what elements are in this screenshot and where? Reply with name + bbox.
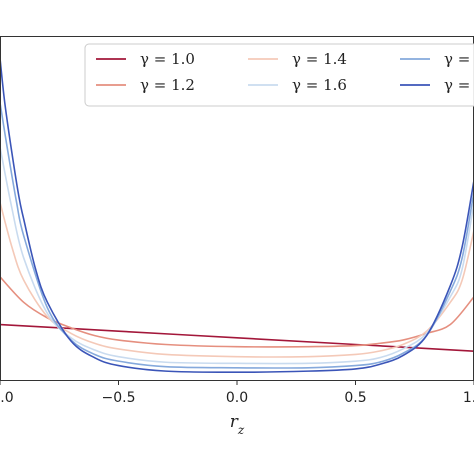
- x-axis-label-main: r: [230, 412, 239, 432]
- x-tick-label: 0.5: [344, 390, 366, 406]
- x-axis-label-subscript: z: [237, 423, 245, 437]
- legend-label: γ = 1.6: [292, 76, 347, 94]
- x-tick-label: -1.0: [0, 390, 14, 406]
- x-axis-ticks: -1.0 −0.5 0.0 0.5 1.0: [0, 380, 474, 406]
- legend-label: γ = 2.0: [444, 76, 474, 94]
- legend-label: γ = 1.0: [140, 50, 195, 68]
- legend-box: [84, 43, 474, 107]
- x-tick-label: 0.0: [226, 390, 248, 406]
- legend-label: γ = 1.8: [444, 50, 474, 68]
- series-line-2: [0, 202, 474, 358]
- x-tick-label: 1.0: [463, 390, 474, 406]
- x-tick-label: −0.5: [102, 390, 136, 406]
- legend-label: γ = 1.4: [292, 50, 347, 68]
- series-lines: [0, 58, 474, 374]
- legend-label: γ = 1.2: [140, 76, 195, 94]
- series-line-5: [0, 58, 474, 374]
- series-line-3: [0, 146, 474, 365]
- x-axis-label: rz: [230, 412, 245, 437]
- legend: γ = 1.0 γ = 1.2 γ = 1.4 γ = 1.6 γ = 1.8 γ = 2…: [84, 43, 474, 107]
- series-line-1: [0, 276, 474, 348]
